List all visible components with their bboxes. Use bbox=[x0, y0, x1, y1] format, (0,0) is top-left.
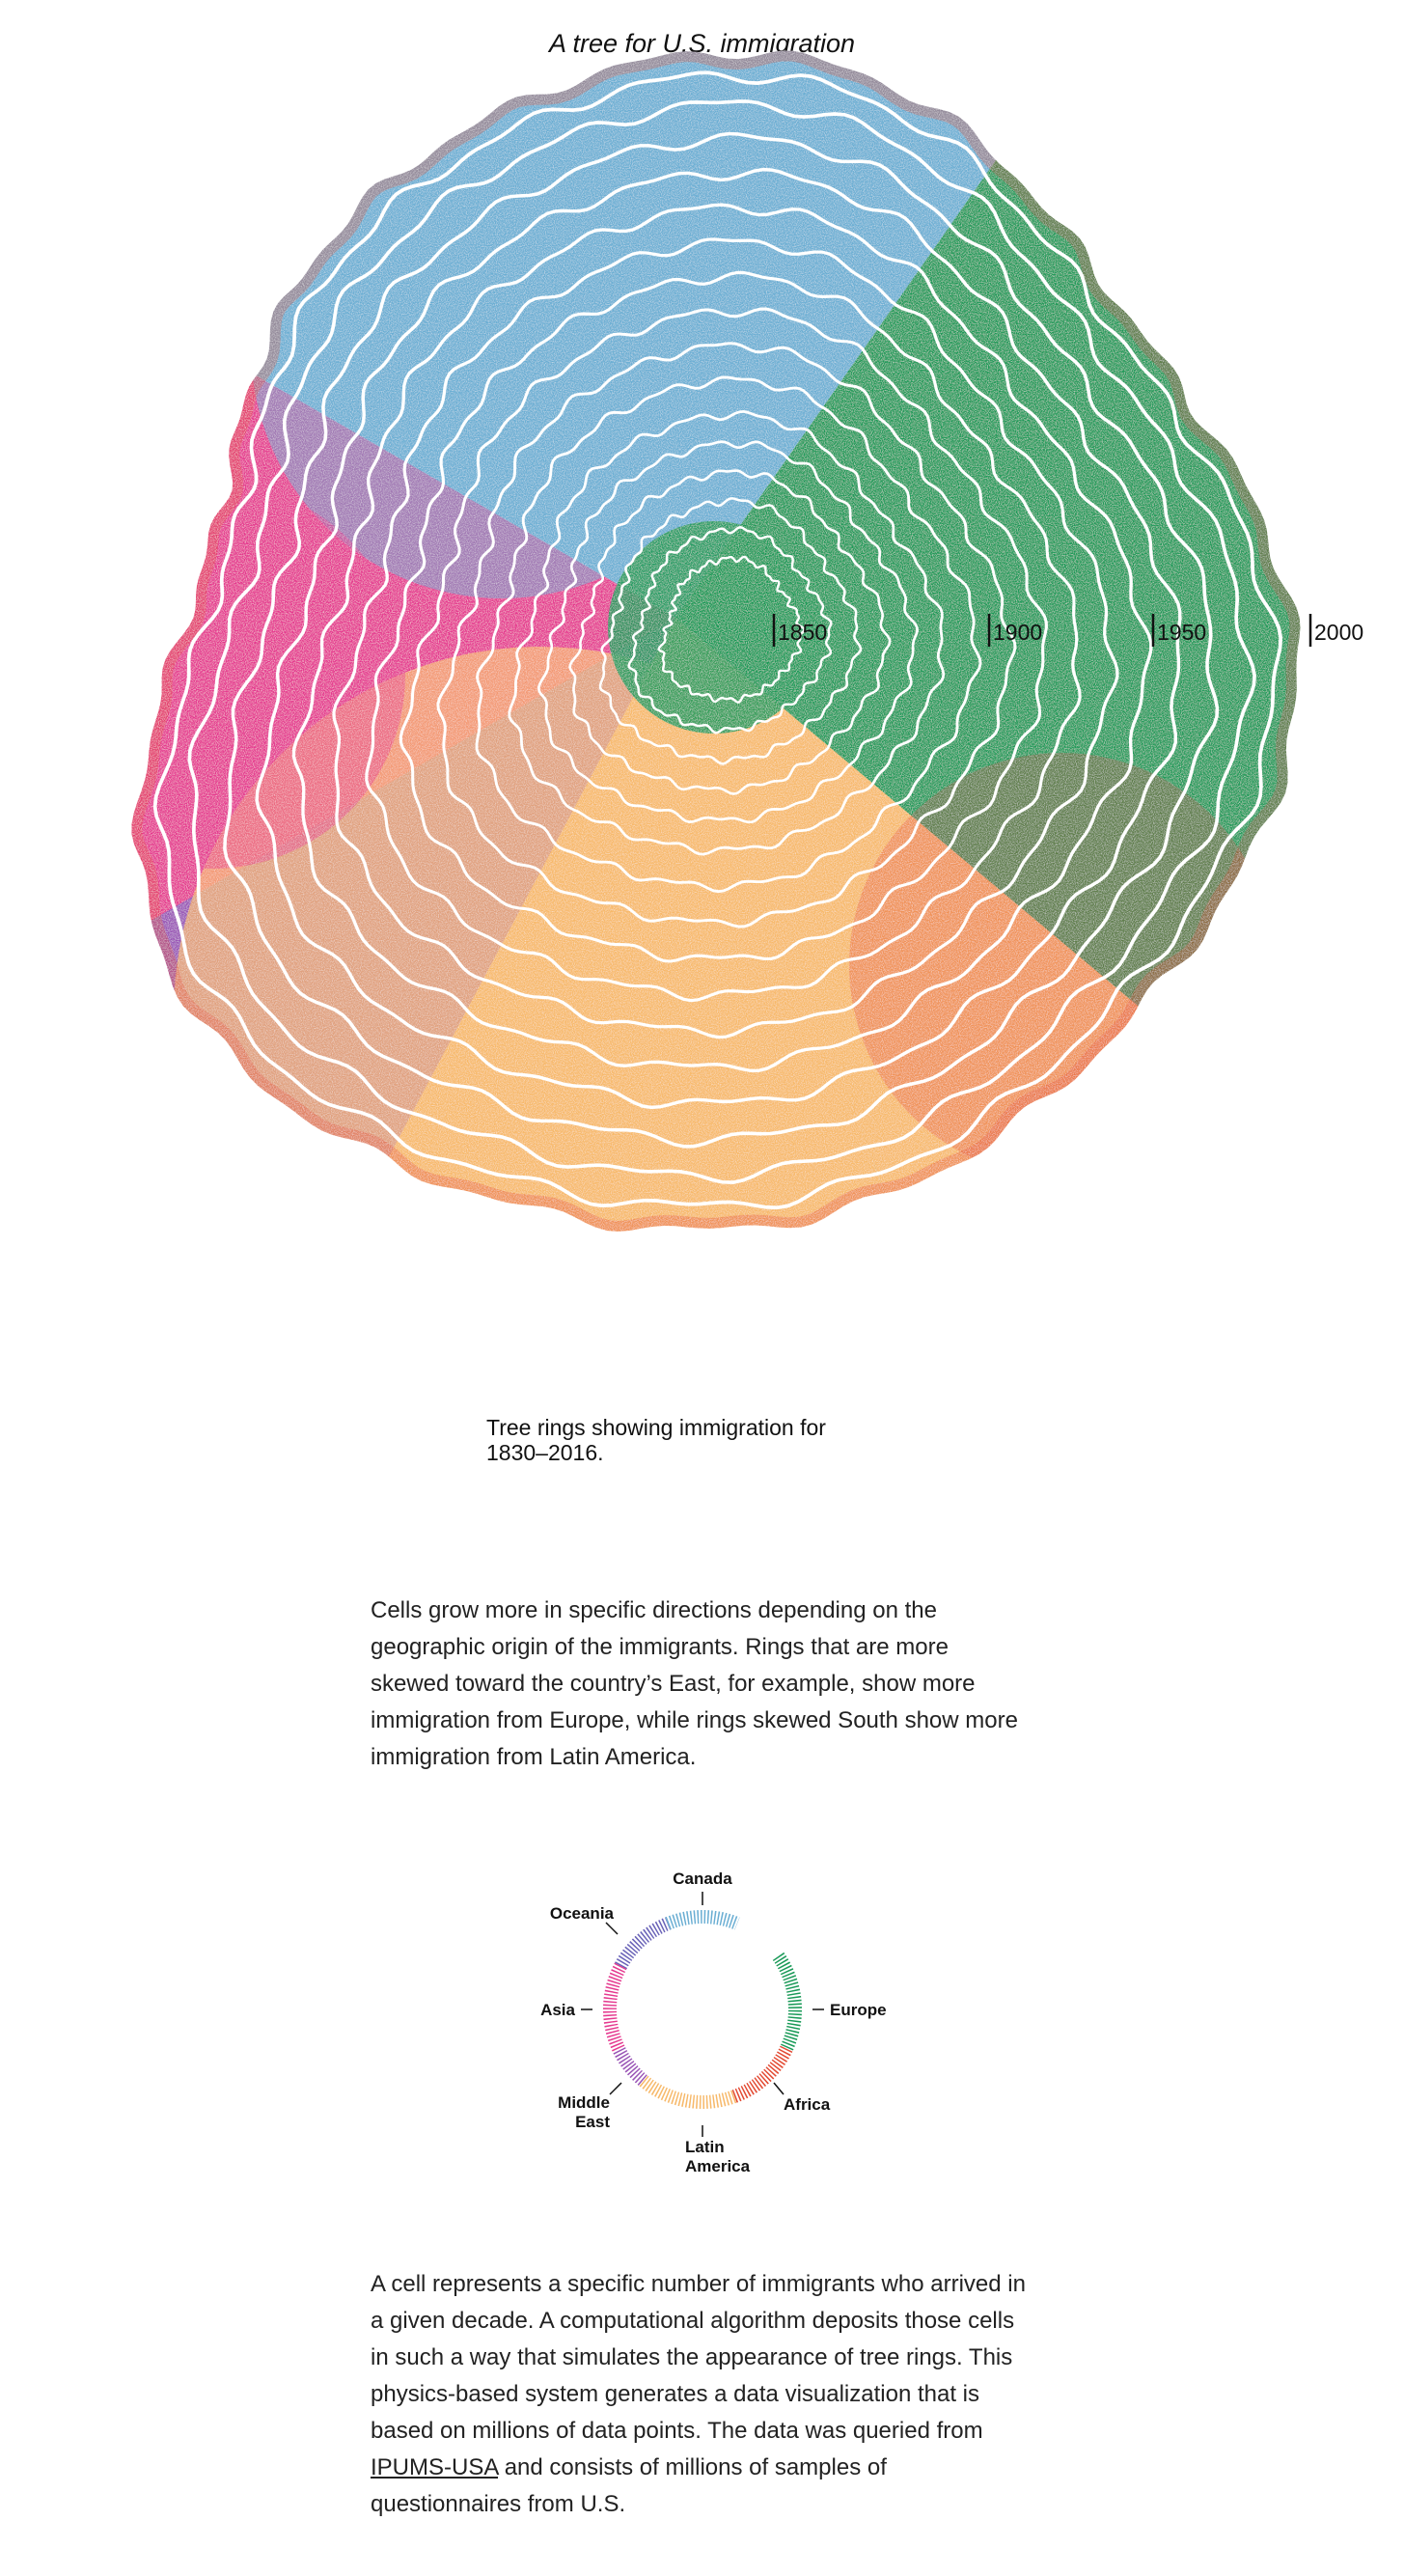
year-label-1900: 1900 bbox=[993, 620, 1042, 645]
growth-ring-2 bbox=[598, 497, 863, 765]
paragraph-directions: Cells grow more in specific directions d… bbox=[371, 1597, 1018, 1770]
tree-ring-visualization: 1850 1900 1950 2000 bbox=[131, 50, 1363, 1232]
legend-segment-4 bbox=[638, 2075, 737, 2109]
legend-label-latin-america-1: Latin bbox=[685, 2138, 725, 2156]
growth-ring-12 bbox=[255, 167, 1182, 1110]
year-label-1950: 1950 bbox=[1157, 620, 1206, 645]
growth-ring-13 bbox=[223, 131, 1220, 1149]
growth-ring-10 bbox=[332, 237, 1119, 1039]
growth-ring-1 bbox=[627, 526, 833, 734]
legend-segment-2 bbox=[602, 1962, 627, 2052]
paragraph-method-text-2: and consists of millions of samples of q… bbox=[371, 2454, 887, 2517]
ipums-usa-link[interactable]: IPUMS-USA bbox=[371, 2454, 499, 2480]
region-sector-1 bbox=[308, 50, 1174, 618]
legend-segment-1 bbox=[615, 1917, 671, 1970]
growth-ring-3 bbox=[568, 469, 892, 795]
growth-ring-9 bbox=[365, 270, 1082, 1003]
legend-label-africa: Africa bbox=[784, 2095, 831, 2114]
legend-label-asia: Asia bbox=[540, 2001, 575, 2019]
paragraph-method: A cell represents a specific number of i… bbox=[371, 2266, 1027, 2523]
legend-label-middle-east-1: Middle bbox=[558, 2093, 610, 2112]
caption-line-1: Tree rings showing immigration for bbox=[486, 1415, 826, 1440]
legend-segment-6 bbox=[772, 1952, 802, 2052]
year-label-2000: 2000 bbox=[1314, 620, 1363, 645]
region-blend-2 bbox=[849, 753, 1274, 1177]
growth-ring-15 bbox=[152, 70, 1283, 1210]
legend-label-europe: Europe bbox=[830, 2001, 887, 2019]
growth-ring-6 bbox=[475, 375, 982, 894]
legend-label-latin-america-2: America bbox=[685, 2157, 751, 2175]
legend-leaders bbox=[581, 1892, 824, 2137]
region-direction-legend: Canada Oceania Asia Middle East Latin Am… bbox=[540, 1870, 887, 2175]
growth-ring-7 bbox=[436, 342, 1017, 928]
legend-segment-0 bbox=[665, 1909, 740, 1930]
figure-caption: Tree rings showing immigration for 1830–… bbox=[486, 1415, 892, 1471]
growth-ring-0 bbox=[657, 555, 806, 704]
growth-rings bbox=[152, 70, 1283, 1210]
growth-ring-14 bbox=[187, 99, 1256, 1184]
paragraph-method-text-1: A cell represents a specific number of i… bbox=[371, 2271, 1026, 2444]
legend-segment-3 bbox=[612, 2045, 647, 2086]
legend-label-middle-east-2: East bbox=[575, 2113, 610, 2131]
region-blend-3 bbox=[131, 483, 405, 869]
caption-line-2: 1830–2016. bbox=[486, 1440, 604, 1465]
growth-ring-11 bbox=[291, 203, 1153, 1072]
legend-segment-5 bbox=[731, 2045, 793, 2103]
year-markers: 1850 1900 1950 2000 bbox=[772, 614, 1363, 647]
year-label-1850: 1850 bbox=[778, 620, 827, 645]
growth-ring-4 bbox=[537, 440, 919, 824]
region-blend-0 bbox=[251, 97, 753, 598]
outer-rim bbox=[131, 50, 1301, 1232]
legend-label-oceania: Oceania bbox=[550, 1904, 615, 1923]
legend-ring bbox=[602, 1909, 802, 2109]
growth-ring-8 bbox=[399, 307, 1048, 963]
legend-label-canada: Canada bbox=[673, 1870, 732, 1888]
growth-ring-5 bbox=[508, 409, 946, 856]
